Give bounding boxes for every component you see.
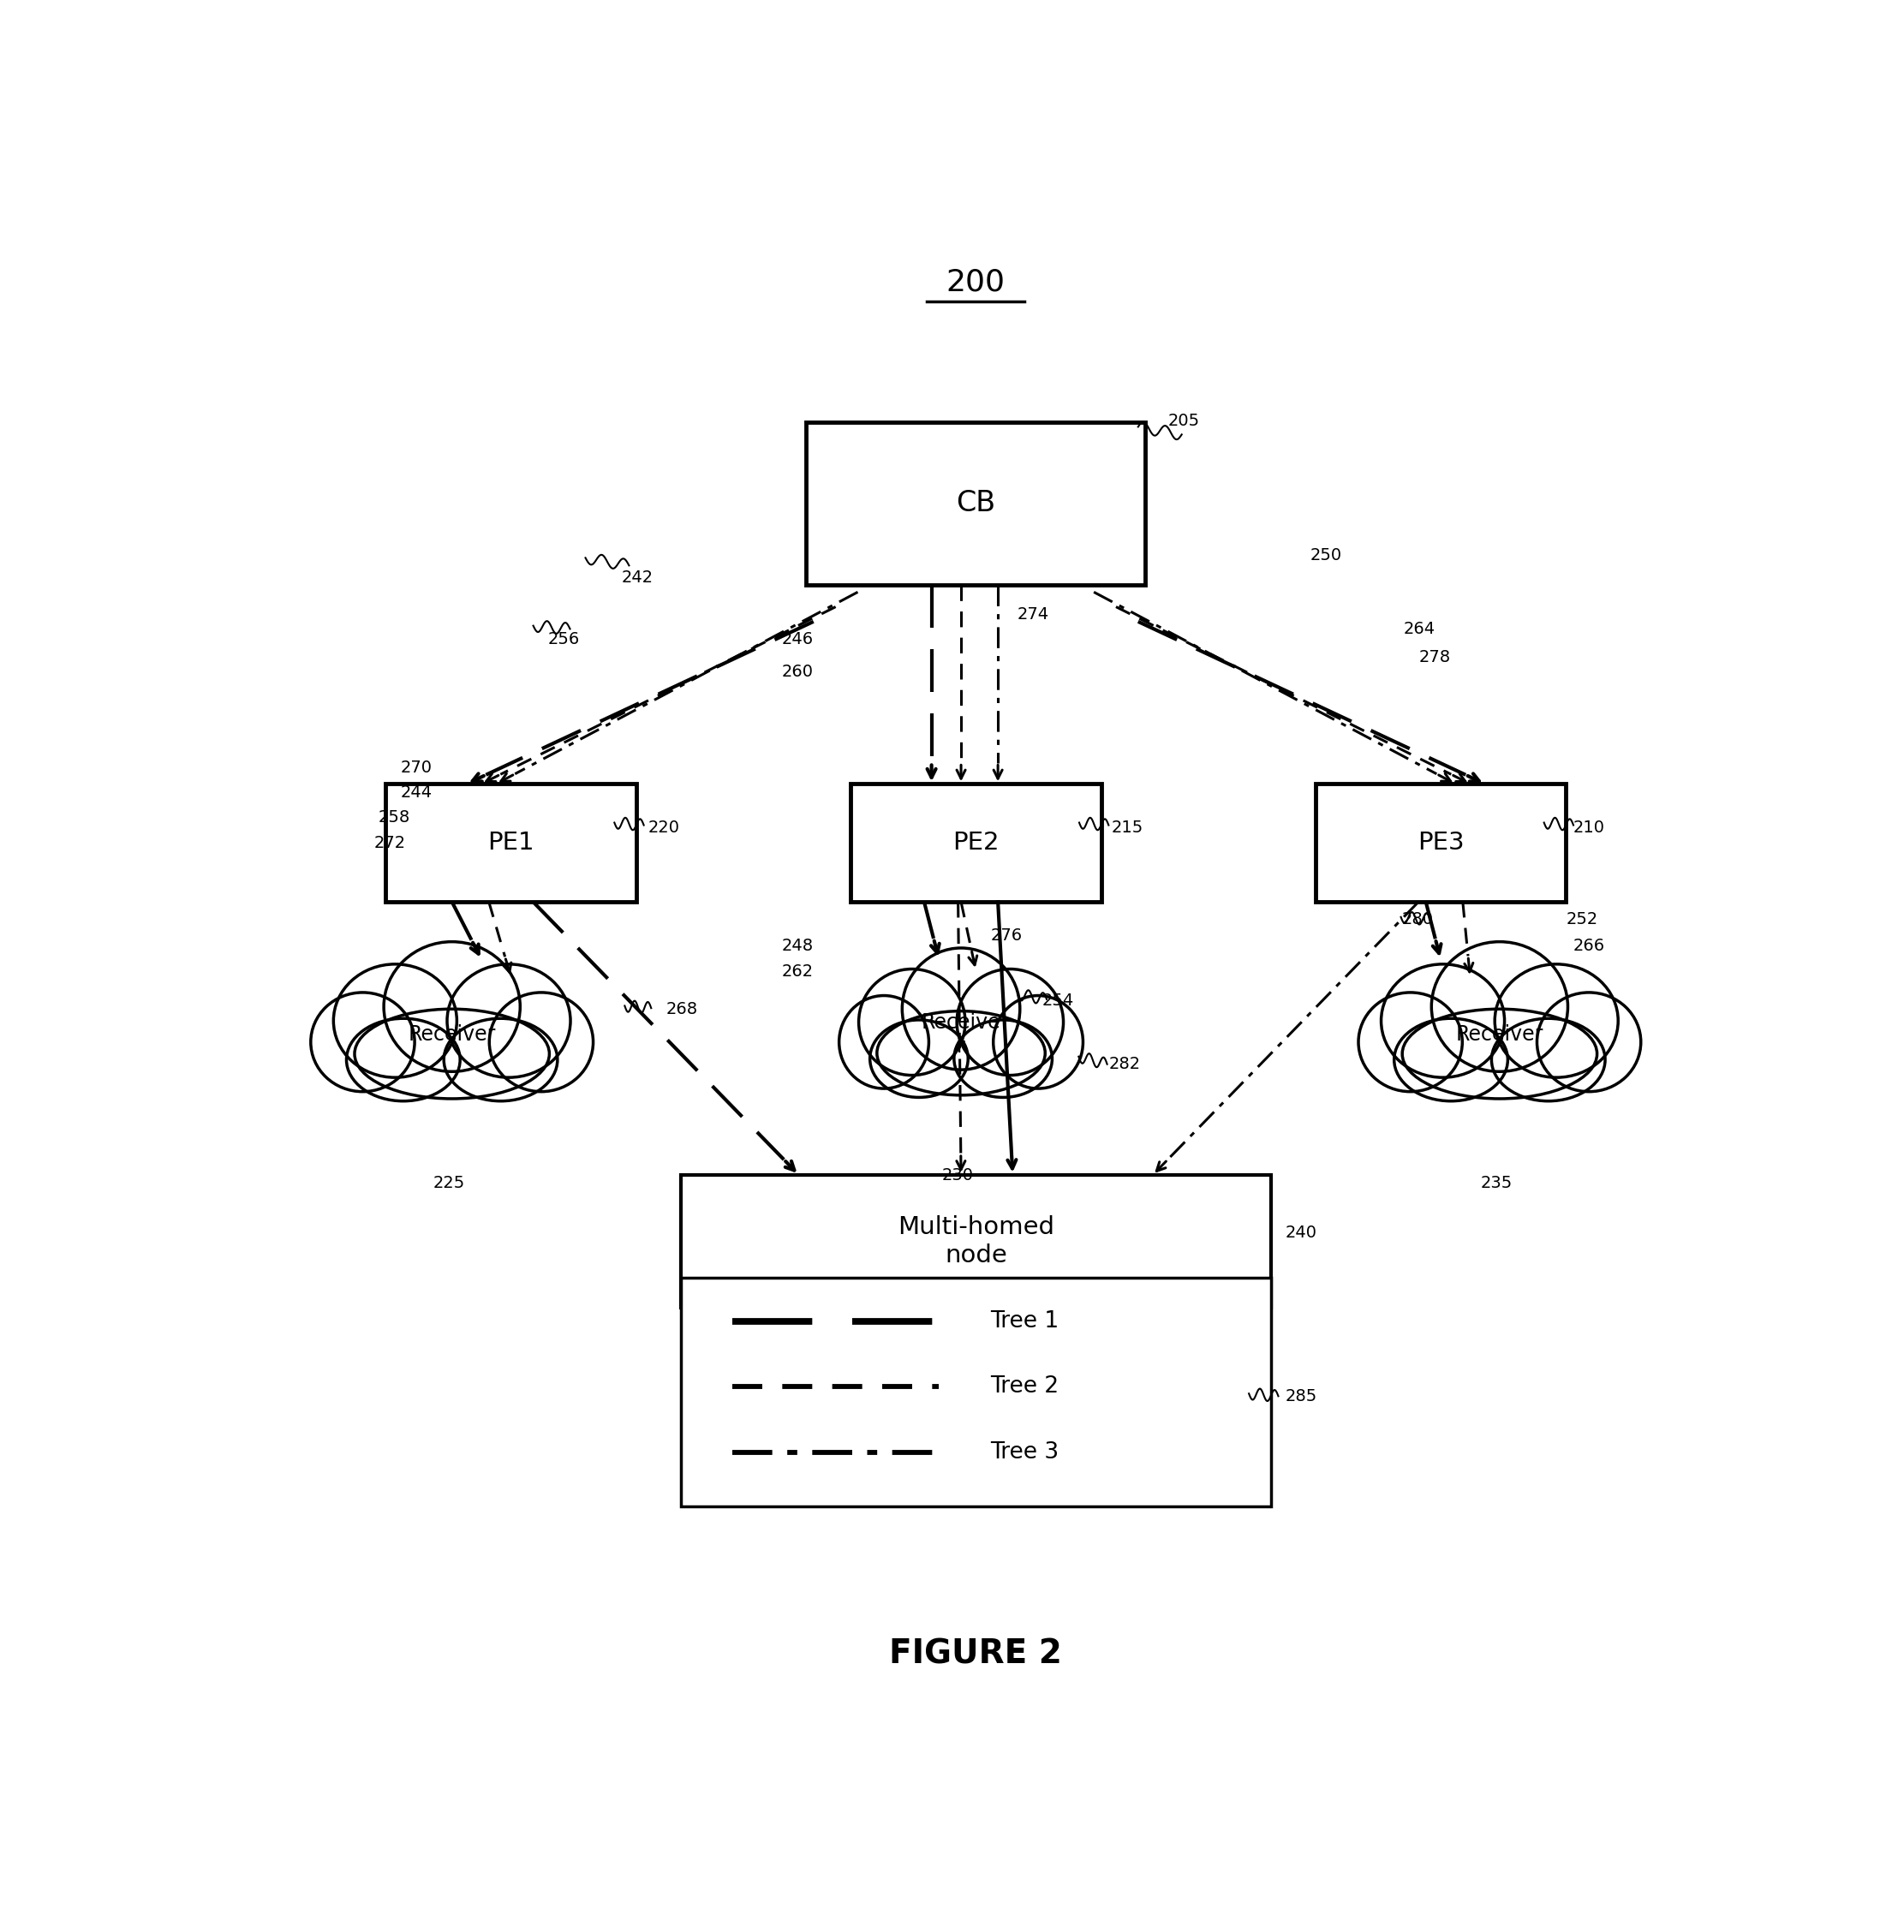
Ellipse shape <box>347 1018 461 1101</box>
Text: 278: 278 <box>1418 649 1451 665</box>
Ellipse shape <box>994 995 1083 1088</box>
Ellipse shape <box>1380 964 1504 1078</box>
Ellipse shape <box>310 993 415 1092</box>
Ellipse shape <box>1491 1018 1605 1101</box>
Ellipse shape <box>1432 941 1567 1072</box>
Text: Multi-homed
node: Multi-homed node <box>897 1215 1055 1267</box>
Text: 260: 260 <box>783 663 813 680</box>
Bar <box>682 1279 1272 1507</box>
Bar <box>805 423 1146 585</box>
Text: 276: 276 <box>990 927 1022 945</box>
Ellipse shape <box>840 995 929 1088</box>
Text: Receive
r: Receive r <box>922 1012 1002 1057</box>
Ellipse shape <box>958 970 1062 1076</box>
Text: Receiver: Receiver <box>407 1024 495 1045</box>
Text: 246: 246 <box>783 632 813 647</box>
Text: 280: 280 <box>1401 912 1434 927</box>
Ellipse shape <box>902 949 1021 1070</box>
Text: FIGURE 2: FIGURE 2 <box>889 1638 1062 1671</box>
Text: 274: 274 <box>1017 607 1049 622</box>
Text: 200: 200 <box>946 269 1005 298</box>
Ellipse shape <box>333 964 457 1078</box>
Text: Tree 3: Tree 3 <box>990 1441 1059 1463</box>
Ellipse shape <box>1394 1018 1508 1101</box>
Text: 254: 254 <box>1041 993 1074 1009</box>
Text: PE3: PE3 <box>1417 831 1464 854</box>
Text: 270: 270 <box>400 759 432 777</box>
Ellipse shape <box>444 1018 558 1101</box>
Text: 256: 256 <box>548 632 581 647</box>
Text: 244: 244 <box>400 784 432 802</box>
Text: 258: 258 <box>379 810 409 825</box>
Text: 252: 252 <box>1565 912 1597 927</box>
Ellipse shape <box>385 941 520 1072</box>
Text: Tree 2: Tree 2 <box>990 1376 1059 1397</box>
Ellipse shape <box>1537 993 1641 1092</box>
Text: 215: 215 <box>1112 819 1144 837</box>
Text: 235: 235 <box>1481 1175 1512 1192</box>
Text: 264: 264 <box>1403 620 1436 638</box>
Ellipse shape <box>878 1010 1045 1095</box>
Text: 242: 242 <box>623 570 653 585</box>
Ellipse shape <box>489 993 594 1092</box>
Text: 250: 250 <box>1310 547 1342 564</box>
Text: 240: 240 <box>1285 1225 1318 1240</box>
Text: 272: 272 <box>373 835 406 850</box>
Ellipse shape <box>1358 993 1462 1092</box>
Ellipse shape <box>1495 964 1618 1078</box>
Text: 205: 205 <box>1167 413 1200 429</box>
Text: 220: 220 <box>647 819 680 837</box>
Text: 268: 268 <box>666 1001 697 1018</box>
Text: 282: 282 <box>1108 1057 1140 1072</box>
Text: 210: 210 <box>1573 819 1605 837</box>
Text: 266: 266 <box>1573 939 1605 954</box>
Text: CB: CB <box>956 489 996 518</box>
Ellipse shape <box>870 1020 967 1097</box>
Text: PE2: PE2 <box>952 831 1000 854</box>
Text: PE1: PE1 <box>487 831 535 854</box>
Ellipse shape <box>447 964 571 1078</box>
Ellipse shape <box>1401 1009 1597 1099</box>
Bar <box>385 784 636 902</box>
Text: 248: 248 <box>783 939 813 954</box>
Ellipse shape <box>354 1009 550 1099</box>
Ellipse shape <box>954 1020 1053 1097</box>
Bar <box>851 784 1101 902</box>
Bar <box>1316 784 1567 902</box>
Text: 225: 225 <box>432 1175 465 1192</box>
Text: 230: 230 <box>942 1167 975 1184</box>
Ellipse shape <box>859 970 965 1076</box>
Text: 262: 262 <box>783 962 813 980</box>
Text: Tree 1: Tree 1 <box>990 1310 1059 1333</box>
Text: Receiver: Receiver <box>1457 1024 1544 1045</box>
Text: 285: 285 <box>1285 1387 1318 1405</box>
Bar <box>682 1175 1272 1308</box>
